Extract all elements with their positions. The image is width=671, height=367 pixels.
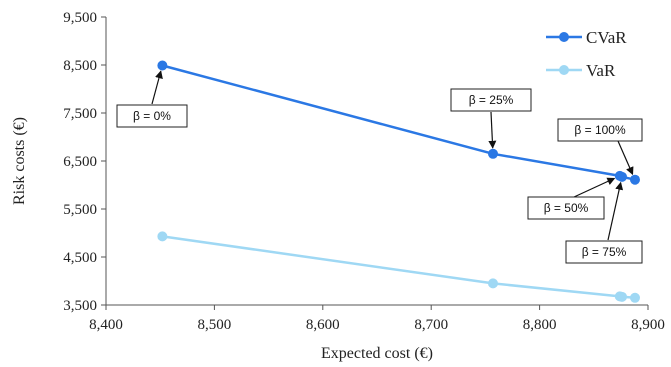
annotation-arrow: [573, 177, 616, 198]
annotation-arrow: [607, 181, 624, 241]
annotation-label: β = 100%: [574, 123, 626, 137]
data-point-var: [487, 278, 498, 289]
data-point-var: [157, 231, 168, 242]
legend: CVaR VaR: [546, 28, 627, 80]
data-point-var: [616, 291, 627, 302]
annotation-arrow: [617, 140, 634, 176]
annotation-arrow: [488, 111, 497, 149]
annotation-label: β = 50%: [544, 201, 589, 215]
annotation-label: β = 25%: [469, 93, 514, 107]
x-axis-ticks: 8,400 8,500 8,600 8,700 8,800 8,900: [89, 305, 665, 333]
annotation-arrow: [151, 70, 163, 105]
x-tick-label: 8,800: [523, 317, 557, 333]
x-tick-label: 8,600: [306, 317, 340, 333]
legend-label-var: VaR: [586, 61, 616, 80]
annotation-box: [527, 196, 605, 220]
annotation-box: [557, 118, 643, 142]
y-axis-title: Risk costs (€): [11, 117, 28, 205]
data-point-cvar: [616, 171, 627, 182]
annotation-box: [116, 104, 188, 128]
y-tick-label: 7,500: [63, 106, 97, 122]
y-tick-label: 4,500: [63, 250, 97, 266]
x-tick-label: 8,900: [631, 317, 665, 333]
series-line-var: [162, 235, 636, 300]
legend-label-cvar: CVaR: [586, 28, 627, 47]
series-layer: [157, 60, 640, 303]
x-tick-label: 8,500: [198, 317, 232, 333]
legend-marker-cvar: [559, 32, 569, 42]
y-axis-ticks: 3,500 4,500 5,500 6,500 7,500 8,500 9,500: [63, 10, 106, 314]
x-axis-title: Expected cost (€): [321, 345, 433, 362]
data-point-cvar: [629, 174, 640, 185]
y-tick-label: 3,500: [63, 298, 97, 314]
y-tick-label: 6,500: [63, 154, 97, 170]
data-point-var: [629, 292, 640, 303]
x-tick-label: 8,400: [89, 317, 123, 333]
annotation-box: [565, 240, 643, 264]
annotation-label: β = 75%: [582, 245, 627, 259]
y-tick-label: 8,500: [63, 58, 97, 74]
annotation-layer: β = 0% β = 25% β = 50% β = 75% β = 100%: [116, 70, 643, 264]
y-tick-label: 9,500: [63, 10, 97, 26]
annotation-box: [450, 88, 532, 112]
annotation-label: β = 0%: [133, 109, 171, 123]
legend-marker-var: [559, 65, 569, 75]
data-point-cvar: [487, 148, 498, 159]
y-tick-label: 5,500: [63, 202, 97, 218]
x-tick-label: 8,700: [414, 317, 448, 333]
data-point-cvar: [157, 60, 168, 71]
